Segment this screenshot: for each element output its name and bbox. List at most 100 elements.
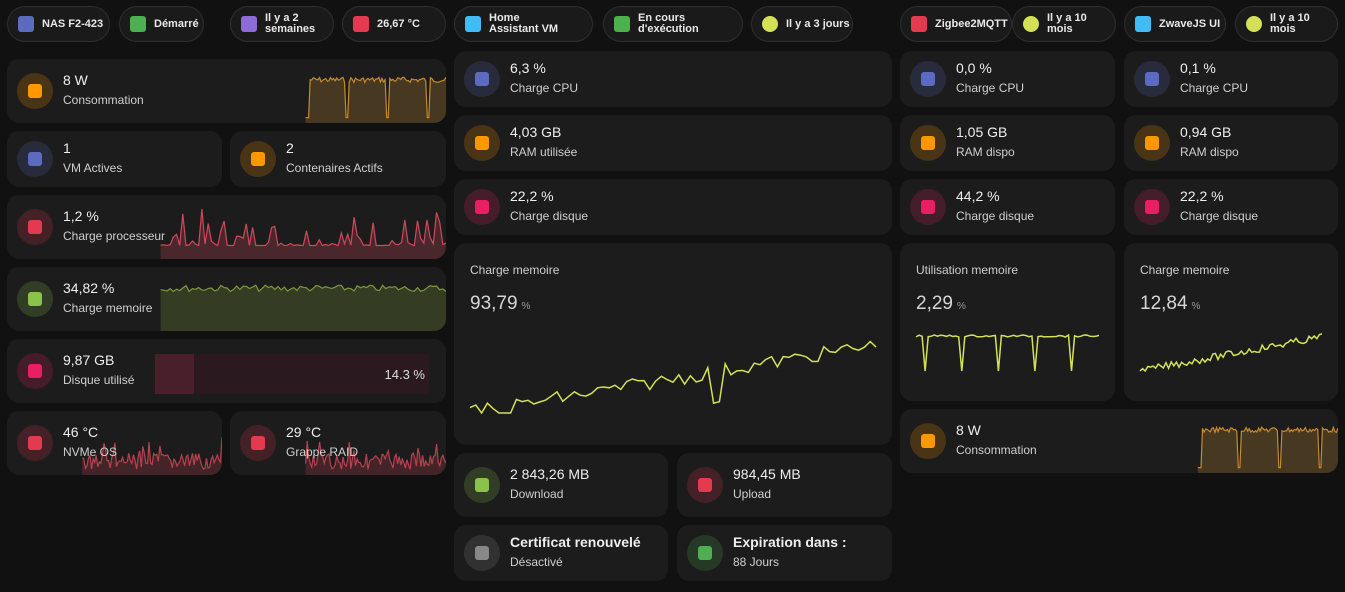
card-label: Charge CPU xyxy=(510,81,579,95)
status-chip: ZwaveJS UI xyxy=(1124,6,1226,42)
chip-icon xyxy=(130,16,146,32)
card-label: VM Actives xyxy=(63,161,123,175)
chip-icon xyxy=(614,16,630,32)
card-label: Charge disque xyxy=(510,209,589,223)
icon-glyph xyxy=(251,436,265,450)
card-value: Certificat renouvelé xyxy=(510,534,641,550)
card-icon xyxy=(910,61,946,97)
sparkline-area xyxy=(160,209,446,259)
memory-number: 12,84 xyxy=(1140,293,1188,314)
sensor-card: 14.3 % 9,87 GB Disque utilisé xyxy=(7,339,446,403)
sensor-card: 4,03 GB RAM utilisée xyxy=(454,115,892,171)
card-icon xyxy=(240,425,276,461)
card-value: Expiration dans : xyxy=(733,534,847,550)
card-value: 6,3 % xyxy=(510,60,546,76)
chip-icon xyxy=(465,16,481,32)
memory-value: 2,29% xyxy=(916,293,966,315)
card-label: Disque utilisé xyxy=(63,373,135,387)
card-label: Upload xyxy=(733,487,772,501)
memory-graph xyxy=(1139,333,1323,373)
icon-glyph xyxy=(475,72,489,86)
card-value: 1 xyxy=(63,140,71,156)
card-icon xyxy=(1134,125,1170,161)
card-label: Consommation xyxy=(63,93,144,107)
sparkline-area xyxy=(160,285,446,331)
card-value: 4,03 GB xyxy=(510,124,562,140)
sparkline-area xyxy=(1197,427,1338,473)
memory-card: Utilisation memoire 2,29% xyxy=(900,243,1115,401)
chip-label: Zigbee2MQTT xyxy=(935,17,1008,30)
card-value: 22,2 % xyxy=(510,188,554,204)
sensor-card: 44,2 % Charge disque xyxy=(900,179,1115,235)
status-chip: En cours d'exécution xyxy=(603,6,743,42)
sensor-card: 984,45 MB Upload xyxy=(677,453,892,517)
icon-glyph xyxy=(28,220,42,234)
sparkline xyxy=(1197,425,1338,469)
card-value: 2 843,26 MB xyxy=(510,466,590,482)
sensor-card: 29 °C Grappe RAID xyxy=(230,411,446,475)
card-label: Charge disque xyxy=(1180,209,1259,223)
memory-line xyxy=(469,340,877,415)
chip-label: NAS F2-423 xyxy=(42,17,104,30)
memory-graph xyxy=(915,333,1100,372)
memory-unit: % xyxy=(956,301,966,312)
sensor-card: Certificat renouvelé Désactivé xyxy=(454,525,668,581)
sensor-card: 0,0 % Charge CPU xyxy=(900,51,1115,107)
sensor-card: 8 W Consommation xyxy=(900,409,1338,473)
sensor-card: 1,05 GB RAM dispo xyxy=(900,115,1115,171)
status-chip: Il y a 10 mois xyxy=(1235,6,1338,42)
card-value: 8 W xyxy=(63,72,88,88)
card-value: 1,2 % xyxy=(63,208,99,224)
icon-glyph xyxy=(1145,72,1159,86)
icon-glyph xyxy=(475,136,489,150)
icon-glyph xyxy=(475,478,489,492)
chip-icon xyxy=(353,16,369,32)
usage-bar: 14.3 % xyxy=(155,354,429,394)
card-label: Contenaires Actifs xyxy=(286,161,383,175)
icon-glyph xyxy=(921,72,935,86)
status-chip: NAS F2-423 xyxy=(7,6,110,42)
sensor-card: 0,1 % Charge CPU xyxy=(1124,51,1338,107)
memory-line xyxy=(1139,333,1323,373)
card-icon xyxy=(687,467,723,503)
card-value: 984,45 MB xyxy=(733,466,801,482)
card-value: 8 W xyxy=(956,422,981,438)
card-label: NVMe OS xyxy=(63,445,118,459)
card-label: Charge processeur xyxy=(63,229,166,243)
memory-number: 93,79 xyxy=(470,293,518,314)
status-chip: Zigbee2MQTT xyxy=(900,6,1012,42)
card-value: 0,94 GB xyxy=(1180,124,1232,140)
sparkline-graph xyxy=(305,76,446,123)
card-icon xyxy=(17,425,53,461)
usage-bar-label: 14.3 % xyxy=(384,367,425,382)
status-chip: 26,67 °C xyxy=(342,6,446,42)
card-label: Download xyxy=(510,487,564,501)
sensor-card: 2 843,26 MB Download xyxy=(454,453,668,517)
card-icon xyxy=(17,281,53,317)
icon-glyph xyxy=(921,136,935,150)
memory-title: Charge memoire xyxy=(470,263,560,277)
icon-glyph xyxy=(698,478,712,492)
sensor-card: 1 VM Actives xyxy=(7,131,222,187)
icon-glyph xyxy=(921,200,935,214)
card-value: 0,0 % xyxy=(956,60,992,76)
icon-glyph xyxy=(1145,200,1159,214)
chip-icon xyxy=(18,16,34,32)
card-value: 0,1 % xyxy=(1180,60,1216,76)
memory-card: Charge memoire 12,84% xyxy=(1124,243,1338,401)
chip-icon xyxy=(1023,16,1039,32)
memory-title: Utilisation memoire xyxy=(916,263,1019,277)
card-icon xyxy=(17,353,53,389)
icon-glyph xyxy=(28,292,42,306)
card-value: 9,87 GB xyxy=(63,352,115,368)
card-label: Consommation xyxy=(956,443,1037,457)
card-icon xyxy=(17,73,53,109)
status-chip: Home Assistant VM xyxy=(454,6,593,42)
card-icon xyxy=(17,209,53,245)
status-chip: Démarré xyxy=(119,6,204,42)
memory-unit: % xyxy=(521,301,531,312)
sensor-card: 22,2 % Charge disque xyxy=(454,179,892,235)
card-value: 34,82 % xyxy=(63,280,115,296)
icon-glyph xyxy=(28,436,42,450)
sensor-card: 46 °C NVMe OS xyxy=(7,411,222,475)
